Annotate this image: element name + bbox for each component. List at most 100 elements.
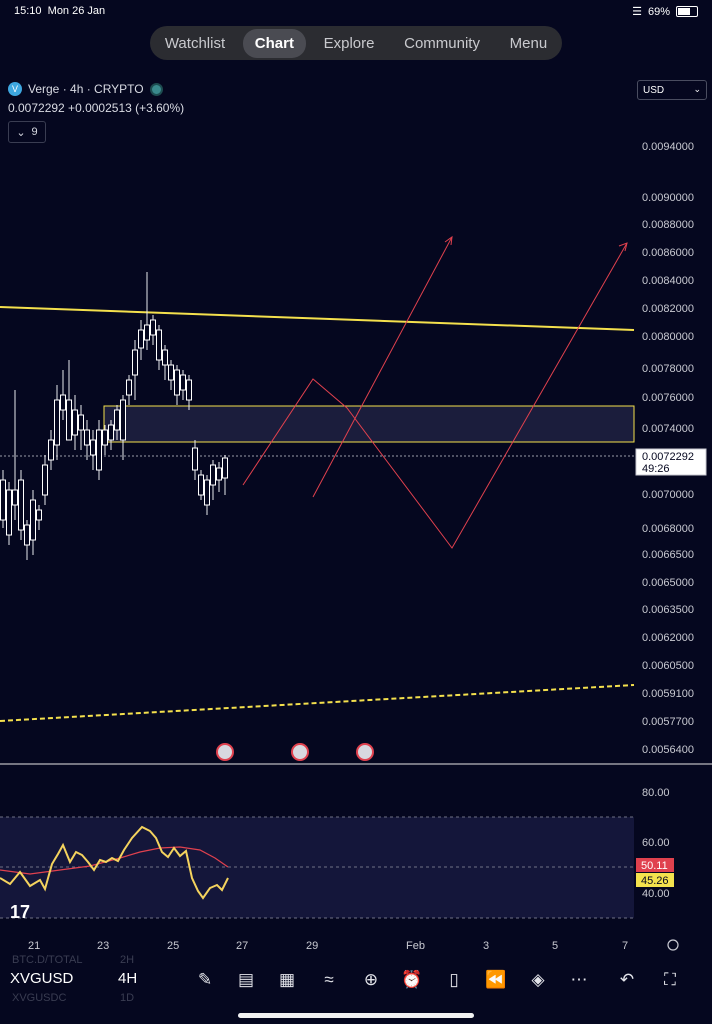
indicator-count: 9 <box>31 126 38 138</box>
candle-body <box>18 479 24 531</box>
tab-menu[interactable]: Menu <box>509 34 548 52</box>
candle-body <box>30 499 36 541</box>
indicators-toggle[interactable]: ⌄ 9 <box>8 121 46 143</box>
layers-icon[interactable]: ◈ <box>531 970 545 989</box>
candle-body <box>162 349 168 366</box>
candle-body <box>66 399 72 441</box>
price-change: 0.0072292 +0.0002513 (+3.60%) <box>8 101 185 115</box>
undo-icon[interactable]: ↶ <box>619 970 635 989</box>
last-price-tag <box>635 448 707 476</box>
timeframe-selector[interactable]: 4H <box>118 970 138 987</box>
price-tick: 0.0090000 <box>642 192 694 204</box>
economic-event-flags <box>216 743 374 761</box>
timeframe-next[interactable]: 1D <box>120 992 135 1004</box>
time-tick: 5 <box>552 940 558 952</box>
candle-body <box>96 429 102 471</box>
wifi-icon: ☰ <box>632 6 642 18</box>
candle-body <box>156 329 162 361</box>
symbol-selector[interactable]: XVGUSD <box>10 970 74 987</box>
candle-body <box>144 324 150 341</box>
rsi-ma-value: 50.11 <box>641 860 668 872</box>
rsi-value: 45.26 <box>641 875 669 887</box>
alarm-icon[interactable]: ⏰ <box>401 970 423 989</box>
candle-body <box>78 414 84 431</box>
indicators-icon[interactable]: ▤ <box>237 970 255 989</box>
candle-body <box>12 489 18 506</box>
price-tick: 0.0074000 <box>642 423 694 435</box>
last-price-value: 0.0072292 <box>642 451 694 463</box>
us-event-flag-icon <box>356 743 374 761</box>
currency-select[interactable]: USD ⌄ <box>637 80 707 100</box>
candle-body <box>210 464 216 486</box>
tab-community[interactable]: Community <box>404 34 480 52</box>
symbol-prev[interactable]: BTC.D/TOTAL <box>12 954 83 966</box>
pen-icon[interactable]: ✎ <box>197 970 213 989</box>
battery-percent: 69% <box>647 5 670 18</box>
price-tick: 0.0080000 <box>642 331 694 343</box>
chart-legend[interactable]: V Verge · 4h · CRYPTO 0.0072292 +0.00025… <box>8 82 184 143</box>
price-tick: 0.0082000 <box>642 303 694 315</box>
rsi-tag <box>636 873 674 887</box>
candle-body <box>192 447 198 471</box>
candle-body <box>138 329 144 349</box>
compare-icon[interactable]: ≈ <box>324 970 334 989</box>
time-tick: 23 <box>97 940 109 952</box>
price-tick: 0.0060500 <box>642 660 694 672</box>
tab-chart[interactable]: Chart <box>242 28 306 58</box>
projection-path-2 <box>312 236 453 498</box>
rsi-tick-40: 40.00 <box>642 888 670 900</box>
candle-body <box>114 409 120 431</box>
candle-body <box>132 349 138 376</box>
status-right: ☰ 69% <box>632 5 698 18</box>
zone-rectangle <box>103 405 635 443</box>
status-bar: 15:10 Mon 26 Jan ☰ 69% <box>0 0 712 22</box>
fullscreen-icon[interactable]: ⛶ <box>664 970 676 989</box>
add-icon[interactable]: ⊕ <box>363 970 379 989</box>
candle-body <box>84 429 90 446</box>
candle-body <box>6 489 12 536</box>
time-tick: 21 <box>28 940 40 952</box>
resistance-trendline <box>0 306 635 331</box>
candle-body <box>174 369 180 396</box>
tab-explore[interactable]: Explore <box>323 34 375 52</box>
candle-body <box>60 394 66 411</box>
time-tick: 3 <box>483 940 489 952</box>
symbol-next[interactable]: XVGUSDC <box>12 992 67 1004</box>
candle-type-icon[interactable]: ▯ <box>449 970 459 989</box>
chevron-down-icon: ⌄ <box>693 84 701 94</box>
chart-canvas[interactable]: 17 0.00940000.00900000.00880000.00860000… <box>0 78 712 958</box>
candle-body <box>24 524 30 546</box>
candle-body <box>102 429 108 446</box>
home-indicator <box>238 1013 474 1018</box>
verge-logo-icon: V <box>8 82 22 96</box>
more-icon[interactable]: ⋯ <box>570 970 588 989</box>
rsi-line <box>0 825 229 900</box>
timeframe-prev[interactable]: 2H <box>120 954 135 966</box>
price-tick: 0.0094000 <box>642 141 694 153</box>
tab-watchlist[interactable]: Watchlist <box>164 34 226 52</box>
price-tick: 0.0057700 <box>642 716 694 728</box>
symbol-title[interactable]: Verge · 4h · CRYPTO <box>28 82 144 96</box>
layout-grid-icon[interactable]: ▦ <box>278 970 296 989</box>
candle-body <box>72 409 78 436</box>
candle-body <box>0 479 6 521</box>
arrow-head-1 <box>444 235 453 246</box>
market-status-icon <box>149 82 163 96</box>
projection-path-1 <box>242 242 628 549</box>
candle-body <box>180 374 186 391</box>
price-tick: 0.0086000 <box>642 247 694 259</box>
replay-icon[interactable]: ⏪ <box>485 970 507 989</box>
price-tick: 0.0088000 <box>642 219 694 231</box>
candle-body <box>198 474 204 496</box>
candle-body <box>42 464 48 496</box>
rsi-ma-tag <box>636 858 674 872</box>
chevron-down-icon: ⌄ <box>16 126 26 139</box>
time-tick: Feb <box>406 940 425 952</box>
price-tick: 0.0084000 <box>642 275 694 287</box>
arrow-head-2 <box>618 242 628 252</box>
candle-body <box>90 439 96 456</box>
price-tick: 0.0066500 <box>642 549 694 561</box>
us-event-flag-icon <box>216 743 234 761</box>
rsi-tick-60: 60.00 <box>642 837 670 849</box>
price-tick: 0.0076000 <box>642 392 694 404</box>
